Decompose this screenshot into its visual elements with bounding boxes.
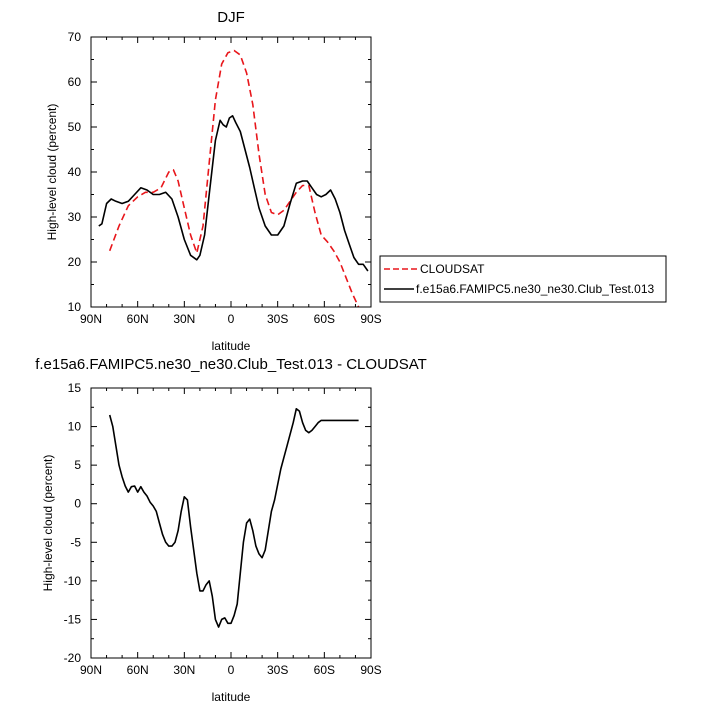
bottom-chart-ylabel: High-level cloud (percent)	[41, 455, 55, 592]
legend: CLOUDSAT f.e15a6.FAMIPC5.ne30_ne30.Club_…	[379, 255, 667, 303]
top-chart-ytick-label: 50	[68, 120, 82, 134]
bottom-chart-title: f.e15a6.FAMIPC5.ne30_ne30.Club_Test.013 …	[35, 356, 427, 373]
bottom-chart-ytick-label: 10	[68, 420, 82, 434]
top-chart-frame	[90, 36, 372, 308]
top-chart-line-cloudsat	[108, 49, 360, 308]
bottom-chart-ytick-label: -5	[70, 535, 81, 549]
top-chart-line-f-e15a6-famipc5-ne30-ne30-club-test-013	[98, 115, 369, 272]
top-chart-xtick-label: 30S	[267, 312, 288, 326]
top-chart-ytick-label: 70	[68, 30, 82, 44]
top-chart-xtick-label: 60N	[127, 312, 149, 326]
bottom-chart-ytick-label: -15	[64, 612, 82, 626]
bottom-chart-panel: f.e15a6.FAMIPC5.ne30_ne30.Club_Test.013 …	[35, 356, 427, 704]
top-chart-marks	[98, 49, 369, 308]
bottom-chart-xtick-label: 60S	[314, 663, 335, 677]
top-chart-ytick-label: 10	[68, 300, 82, 314]
bottom-chart-line-series-0	[108, 407, 359, 628]
top-chart-xtick-label: 90S	[360, 312, 381, 326]
bottom-chart-xtick-label: 90N	[80, 663, 102, 677]
bottom-chart-xtick-label: 30S	[267, 663, 288, 677]
top-chart-ytick-label: 20	[68, 255, 82, 269]
top-chart-ytick-label: 60	[68, 75, 82, 89]
top-chart-panel: DJF 90N 60N 30N 0 30S 60S 90S 10 20 30 40 50 60 70 Hi…	[45, 9, 382, 353]
top-chart-title: DJF	[217, 9, 245, 26]
bottom-chart-frame	[90, 387, 372, 659]
bottom-chart-ytick-label: 5	[74, 458, 81, 472]
legend-label-cloudsat: CLOUDSAT	[420, 262, 485, 276]
top-chart-xtick-label: 0	[228, 312, 235, 326]
bottom-chart-xtick-label: 30N	[173, 663, 195, 677]
bottom-chart-xlabel: latitude	[212, 690, 251, 704]
bottom-chart-ytick-label: 0	[74, 497, 81, 511]
bottom-chart-xtick-label: 60N	[127, 663, 149, 677]
top-chart-ticks: 90N 60N 30N 0 30S 60S 90S 10 20 30 40 50 60 70	[68, 30, 382, 326]
bottom-chart-marks	[108, 407, 359, 628]
bottom-chart-xtick-label: 0	[228, 663, 235, 677]
top-chart-ytick-label: 30	[68, 210, 82, 224]
bottom-chart-xtick-label: 90S	[360, 663, 381, 677]
top-chart-ylabel: High-level cloud (percent)	[45, 104, 59, 241]
legend-label-model: f.e15a6.FAMIPC5.ne30_ne30.Club_Test.013	[416, 282, 654, 296]
top-chart-ytick-label: 40	[68, 165, 82, 179]
bottom-chart-ytick-label: -10	[64, 574, 82, 588]
legend-box	[379, 255, 667, 303]
bottom-chart-ticks: 90N 60N 30N 0 30S 60S 90S -20 -15 -10 -5 0 5 10 15	[64, 381, 382, 677]
top-chart-xtick-label: 60S	[314, 312, 335, 326]
bottom-chart-ytick-label: -20	[64, 651, 82, 665]
top-chart-xtick-label: 90N	[80, 312, 102, 326]
top-chart-xtick-label: 30N	[173, 312, 195, 326]
top-chart-xlabel: latitude	[212, 339, 251, 353]
bottom-chart-ytick-label: 15	[68, 381, 82, 395]
